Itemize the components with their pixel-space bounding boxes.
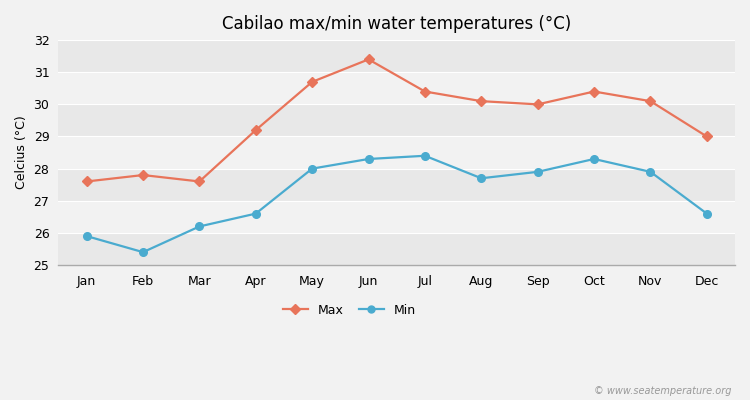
Min [477, 176, 486, 181]
Bar [58, 104, 735, 136]
Bar [58, 201, 735, 233]
Min [195, 224, 204, 229]
Max [421, 89, 430, 94]
Bar [58, 72, 735, 104]
Min [251, 211, 260, 216]
Max [308, 80, 316, 84]
Max [82, 179, 92, 184]
Max [251, 128, 260, 132]
Legend: Max, Min: Max, Min [278, 299, 421, 322]
Max [139, 173, 148, 178]
Min [364, 156, 373, 161]
Max [364, 57, 373, 62]
Min [590, 156, 598, 161]
Bar [58, 40, 735, 72]
Bar [58, 136, 735, 169]
Min [421, 153, 430, 158]
Line: Max: Max [82, 56, 711, 185]
Bar [58, 169, 735, 201]
Min [533, 170, 542, 174]
Max [195, 179, 204, 184]
Bar [58, 233, 735, 265]
Max [477, 99, 486, 104]
Min [139, 250, 148, 254]
Max [702, 134, 711, 139]
Max [533, 102, 542, 107]
Text: © www.seatemperature.org: © www.seatemperature.org [594, 386, 731, 396]
Max [646, 99, 655, 104]
Title: Cabilao max/min water temperatures (°C): Cabilao max/min water temperatures (°C) [222, 15, 572, 33]
Min [646, 170, 655, 174]
Max [590, 89, 598, 94]
Min [702, 211, 711, 216]
Y-axis label: Celcius (°C): Celcius (°C) [15, 116, 28, 190]
Min [82, 234, 92, 238]
Line: Min: Min [82, 152, 711, 256]
Min [308, 166, 316, 171]
